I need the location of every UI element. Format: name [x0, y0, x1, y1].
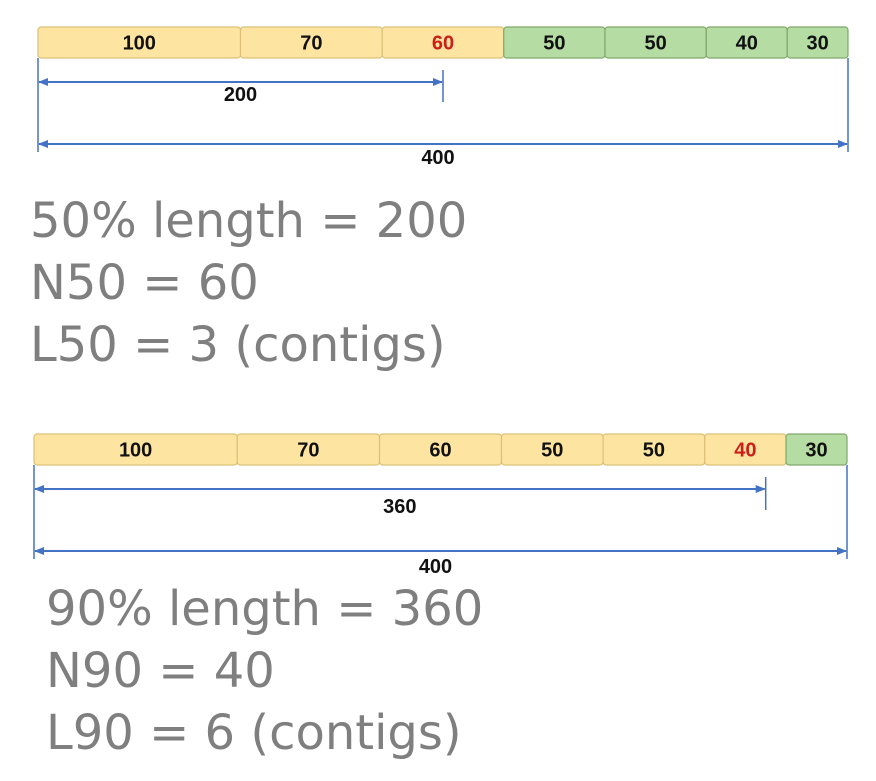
contig-length-label: 40	[736, 33, 758, 55]
total-span-label: 400	[419, 556, 452, 578]
contig-length-label: 100	[119, 440, 152, 462]
contig-length-label: 50	[645, 33, 667, 55]
l90-value-line: L90 = 6 (contigs)	[46, 705, 462, 761]
half-length-line: 50% length = 200	[30, 193, 468, 249]
contig-length-label: 60	[432, 33, 454, 55]
contig-length-label: 70	[297, 440, 319, 462]
contig-segment: 100	[37, 26, 242, 59]
contig-length-label: 30	[805, 440, 827, 462]
contig-length-label: 50	[543, 33, 565, 55]
contig-length-label: 30	[807, 33, 829, 55]
contig-segment: 60	[378, 433, 503, 466]
n50-example: 100 70 60 50 50 40 30 200 400	[37, 26, 849, 169]
contig-length-label: 100	[123, 33, 156, 55]
ninety-length-line: 90% length = 360	[46, 581, 484, 637]
contig-segment: 50	[602, 433, 706, 466]
contig-length-label: 50	[643, 440, 665, 462]
total-span-label: 400	[421, 147, 454, 169]
contig-segment: 40	[705, 26, 788, 59]
contig-segment: 30	[786, 26, 849, 59]
partial-span-label: 200	[224, 84, 257, 106]
contig-segment: 100	[33, 433, 238, 466]
l50-value-line: L50 = 3 (contigs)	[30, 317, 446, 373]
contig-segment: 50	[500, 433, 604, 466]
n90-value-line: N90 = 40	[46, 643, 275, 699]
contig-segment: 70	[239, 26, 383, 59]
contig-length-label: 40	[734, 440, 756, 462]
n90-example: 100 70 60 50 50 40 30 360 400	[33, 433, 848, 578]
contig-segment: 70	[236, 433, 381, 466]
contig-length-label: 50	[541, 440, 563, 462]
n50-stats: 50% length = 200 N50 = 60 L50 = 3 (conti…	[30, 190, 467, 376]
contig-length-label: 70	[300, 33, 322, 55]
contig-segment: 60	[381, 26, 505, 59]
contig-box	[786, 26, 849, 59]
contig-segment: 30	[785, 433, 848, 466]
contig-segment: 40	[704, 433, 787, 466]
n50-value-line: N50 = 60	[30, 255, 259, 311]
contig-segment: 50	[503, 26, 606, 59]
contig-length-label: 60	[429, 440, 451, 462]
contig-box	[785, 433, 848, 466]
contig-segment: 50	[604, 26, 707, 59]
partial-span-label: 360	[383, 496, 416, 518]
n90-stats: 90% length = 360 N90 = 40 L90 = 6 (conti…	[46, 578, 483, 764]
